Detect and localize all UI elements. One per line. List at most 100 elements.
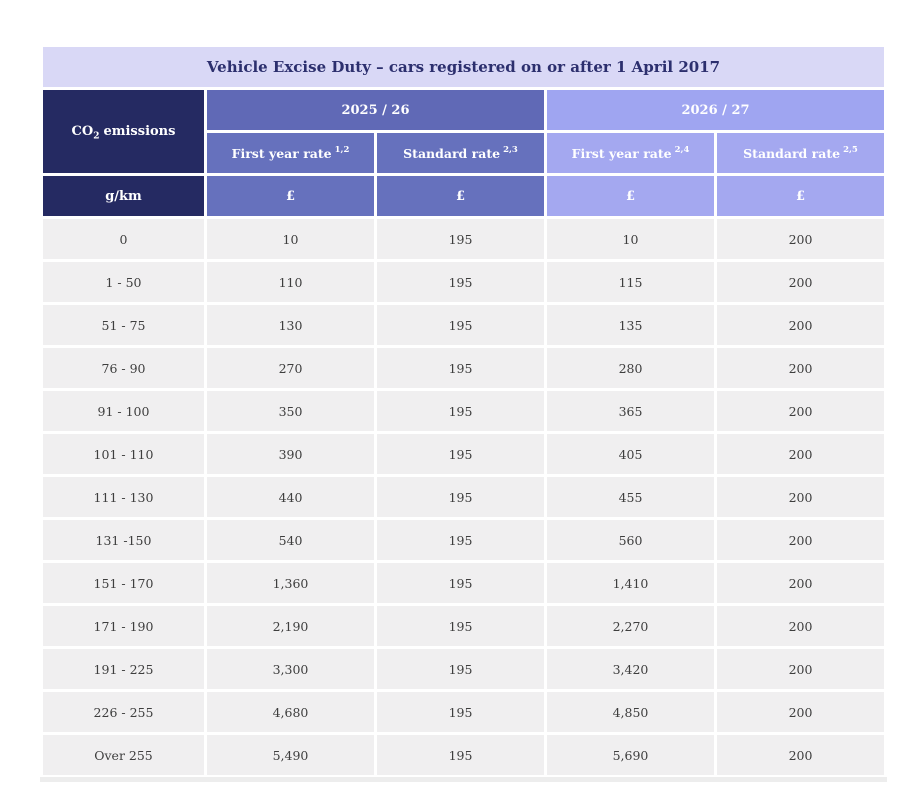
rate-value-cell: 195 xyxy=(377,520,544,560)
emissions-band-cell: 131 -150 xyxy=(43,520,204,560)
year-group-2026-27: 2026 / 27 xyxy=(547,90,885,130)
rate-value-cell: 195 xyxy=(377,649,544,689)
rate-value-cell: 195 xyxy=(377,606,544,646)
table-row: 101 - 110 390 195 405 200 xyxy=(43,434,885,474)
rate-value-cell: 200 xyxy=(717,735,885,775)
rate-value-cell: 195 xyxy=(377,692,544,732)
unit-gkm-cell: g/km xyxy=(43,176,204,216)
rate-value-cell: 280 xyxy=(547,348,714,388)
co2-subscript: 2 xyxy=(93,131,100,142)
subheader-label: First year rate xyxy=(571,145,672,161)
rate-value-cell: 3,420 xyxy=(547,649,714,689)
rate-value-cell: 10 xyxy=(207,219,374,259)
rate-value-cell: 4,850 xyxy=(547,692,714,732)
table-row: 1 - 50 110 195 115 200 xyxy=(43,262,885,302)
emissions-band-cell: 101 - 110 xyxy=(43,434,204,474)
co2-label-prefix: CO xyxy=(71,124,94,139)
footnote-superscript: 2,4 xyxy=(674,145,690,156)
year-group-2025-26: 2025 / 26 xyxy=(207,90,544,130)
rate-value-cell: 1,410 xyxy=(547,563,714,603)
subheader-label: Standard rate xyxy=(743,145,841,161)
table-row: 226 - 255 4,680 195 4,850 200 xyxy=(43,692,885,732)
rate-value-cell: 195 xyxy=(377,477,544,517)
title-row: Vehicle Excise Duty – cars registered on… xyxy=(43,47,885,87)
vehicle-excise-duty-table: Vehicle Excise Duty – cars registered on… xyxy=(40,44,888,778)
subheader-first-year-rate-2025: First year rate 1,2 xyxy=(207,133,374,173)
emissions-band-cell: 151 - 170 xyxy=(43,563,204,603)
rate-value-cell: 455 xyxy=(547,477,714,517)
units-row: g/km £ £ £ £ xyxy=(43,176,885,216)
rate-value-cell: 195 xyxy=(377,348,544,388)
emissions-band-cell: Over 255 xyxy=(43,735,204,775)
rate-value-cell: 195 xyxy=(377,563,544,603)
rate-value-cell: 200 xyxy=(717,434,885,474)
subheader-first-year-rate-2026: First year rate 2,4 xyxy=(547,133,714,173)
table-title: Vehicle Excise Duty – cars registered on… xyxy=(43,47,885,87)
table-row: 0 10 195 10 200 xyxy=(43,219,885,259)
rate-value-cell: 270 xyxy=(207,348,374,388)
table-row: 191 - 225 3,300 195 3,420 200 xyxy=(43,649,885,689)
rate-value-cell: 2,190 xyxy=(207,606,374,646)
emissions-band-cell: 51 - 75 xyxy=(43,305,204,345)
rate-value-cell: 200 xyxy=(717,305,885,345)
year-group-row: CO2 emissions 2025 / 26 2026 / 27 xyxy=(43,90,885,173)
unit-currency-cell: £ xyxy=(717,176,885,216)
rate-value-cell: 3,300 xyxy=(207,649,374,689)
footnote-superscript: 2,3 xyxy=(503,145,518,156)
table-row: Over 255 5,490 195 5,690 200 xyxy=(43,735,885,775)
co2-label-suffix: emissions xyxy=(103,124,176,139)
rate-value-cell: 390 xyxy=(207,434,374,474)
emissions-band-cell: 91 - 100 xyxy=(43,391,204,431)
unit-currency-cell: £ xyxy=(207,176,374,216)
rate-value-cell: 195 xyxy=(377,735,544,775)
rate-value-cell: 200 xyxy=(717,477,885,517)
ved-rates-table: Vehicle Excise Duty – cars registered on… xyxy=(40,44,888,778)
rate-value-cell: 200 xyxy=(717,606,885,646)
rate-value-cell: 195 xyxy=(377,262,544,302)
rate-value-cell: 135 xyxy=(547,305,714,345)
cut-off-row-strip xyxy=(40,777,887,782)
rate-value-cell: 200 xyxy=(717,563,885,603)
rate-value-cell: 1,360 xyxy=(207,563,374,603)
emissions-band-cell: 0 xyxy=(43,219,204,259)
rate-value-cell: 115 xyxy=(547,262,714,302)
table-row: 51 - 75 130 195 135 200 xyxy=(43,305,885,345)
rate-value-cell: 200 xyxy=(717,391,885,431)
table-row: 151 - 170 1,360 195 1,410 200 xyxy=(43,563,885,603)
table-row: 76 - 90 270 195 280 200 xyxy=(43,348,885,388)
rate-value-cell: 195 xyxy=(377,434,544,474)
emissions-band-cell: 111 - 130 xyxy=(43,477,204,517)
rate-value-cell: 200 xyxy=(717,692,885,732)
emissions-band-cell: 191 - 225 xyxy=(43,649,204,689)
emissions-band-cell: 226 - 255 xyxy=(43,692,204,732)
rate-value-cell: 195 xyxy=(377,391,544,431)
table-row: 131 -150 540 195 560 200 xyxy=(43,520,885,560)
emissions-band-cell: 171 - 190 xyxy=(43,606,204,646)
rate-value-cell: 4,680 xyxy=(207,692,374,732)
unit-currency-cell: £ xyxy=(547,176,714,216)
emissions-band-cell: 76 - 90 xyxy=(43,348,204,388)
rate-value-cell: 200 xyxy=(717,219,885,259)
rate-value-cell: 440 xyxy=(207,477,374,517)
footnote-superscript: 1,2 xyxy=(334,145,350,156)
rate-value-cell: 200 xyxy=(717,348,885,388)
subheader-row: First year rate 1,2 Standard rate 2,3 Firs… xyxy=(43,133,885,173)
rate-value-cell: 5,490 xyxy=(207,735,374,775)
rate-value-cell: 200 xyxy=(717,520,885,560)
subheader-label: First year rate xyxy=(231,145,332,161)
emissions-band-cell: 1 - 50 xyxy=(43,262,204,302)
table-row: 91 - 100 350 195 365 200 xyxy=(43,391,885,431)
rate-value-cell: 5,690 xyxy=(547,735,714,775)
rate-value-cell: 200 xyxy=(717,262,885,302)
rate-value-cell: 195 xyxy=(377,219,544,259)
rate-value-cell: 365 xyxy=(547,391,714,431)
rate-value-cell: 195 xyxy=(377,305,544,345)
subheader-standard-rate-2026: Standard rate 2,5 xyxy=(717,133,885,173)
table-row: 111 - 130 440 195 455 200 xyxy=(43,477,885,517)
footnote-superscript: 2,5 xyxy=(843,145,858,156)
ved-table-body: 0 10 195 10 200 1 - 50 110 195 115 200 51 - 75 130 1… xyxy=(43,219,885,775)
rate-value-cell: 130 xyxy=(207,305,374,345)
rate-value-cell: 350 xyxy=(207,391,374,431)
unit-currency-cell: £ xyxy=(377,176,544,216)
rate-value-cell: 2,270 xyxy=(547,606,714,646)
